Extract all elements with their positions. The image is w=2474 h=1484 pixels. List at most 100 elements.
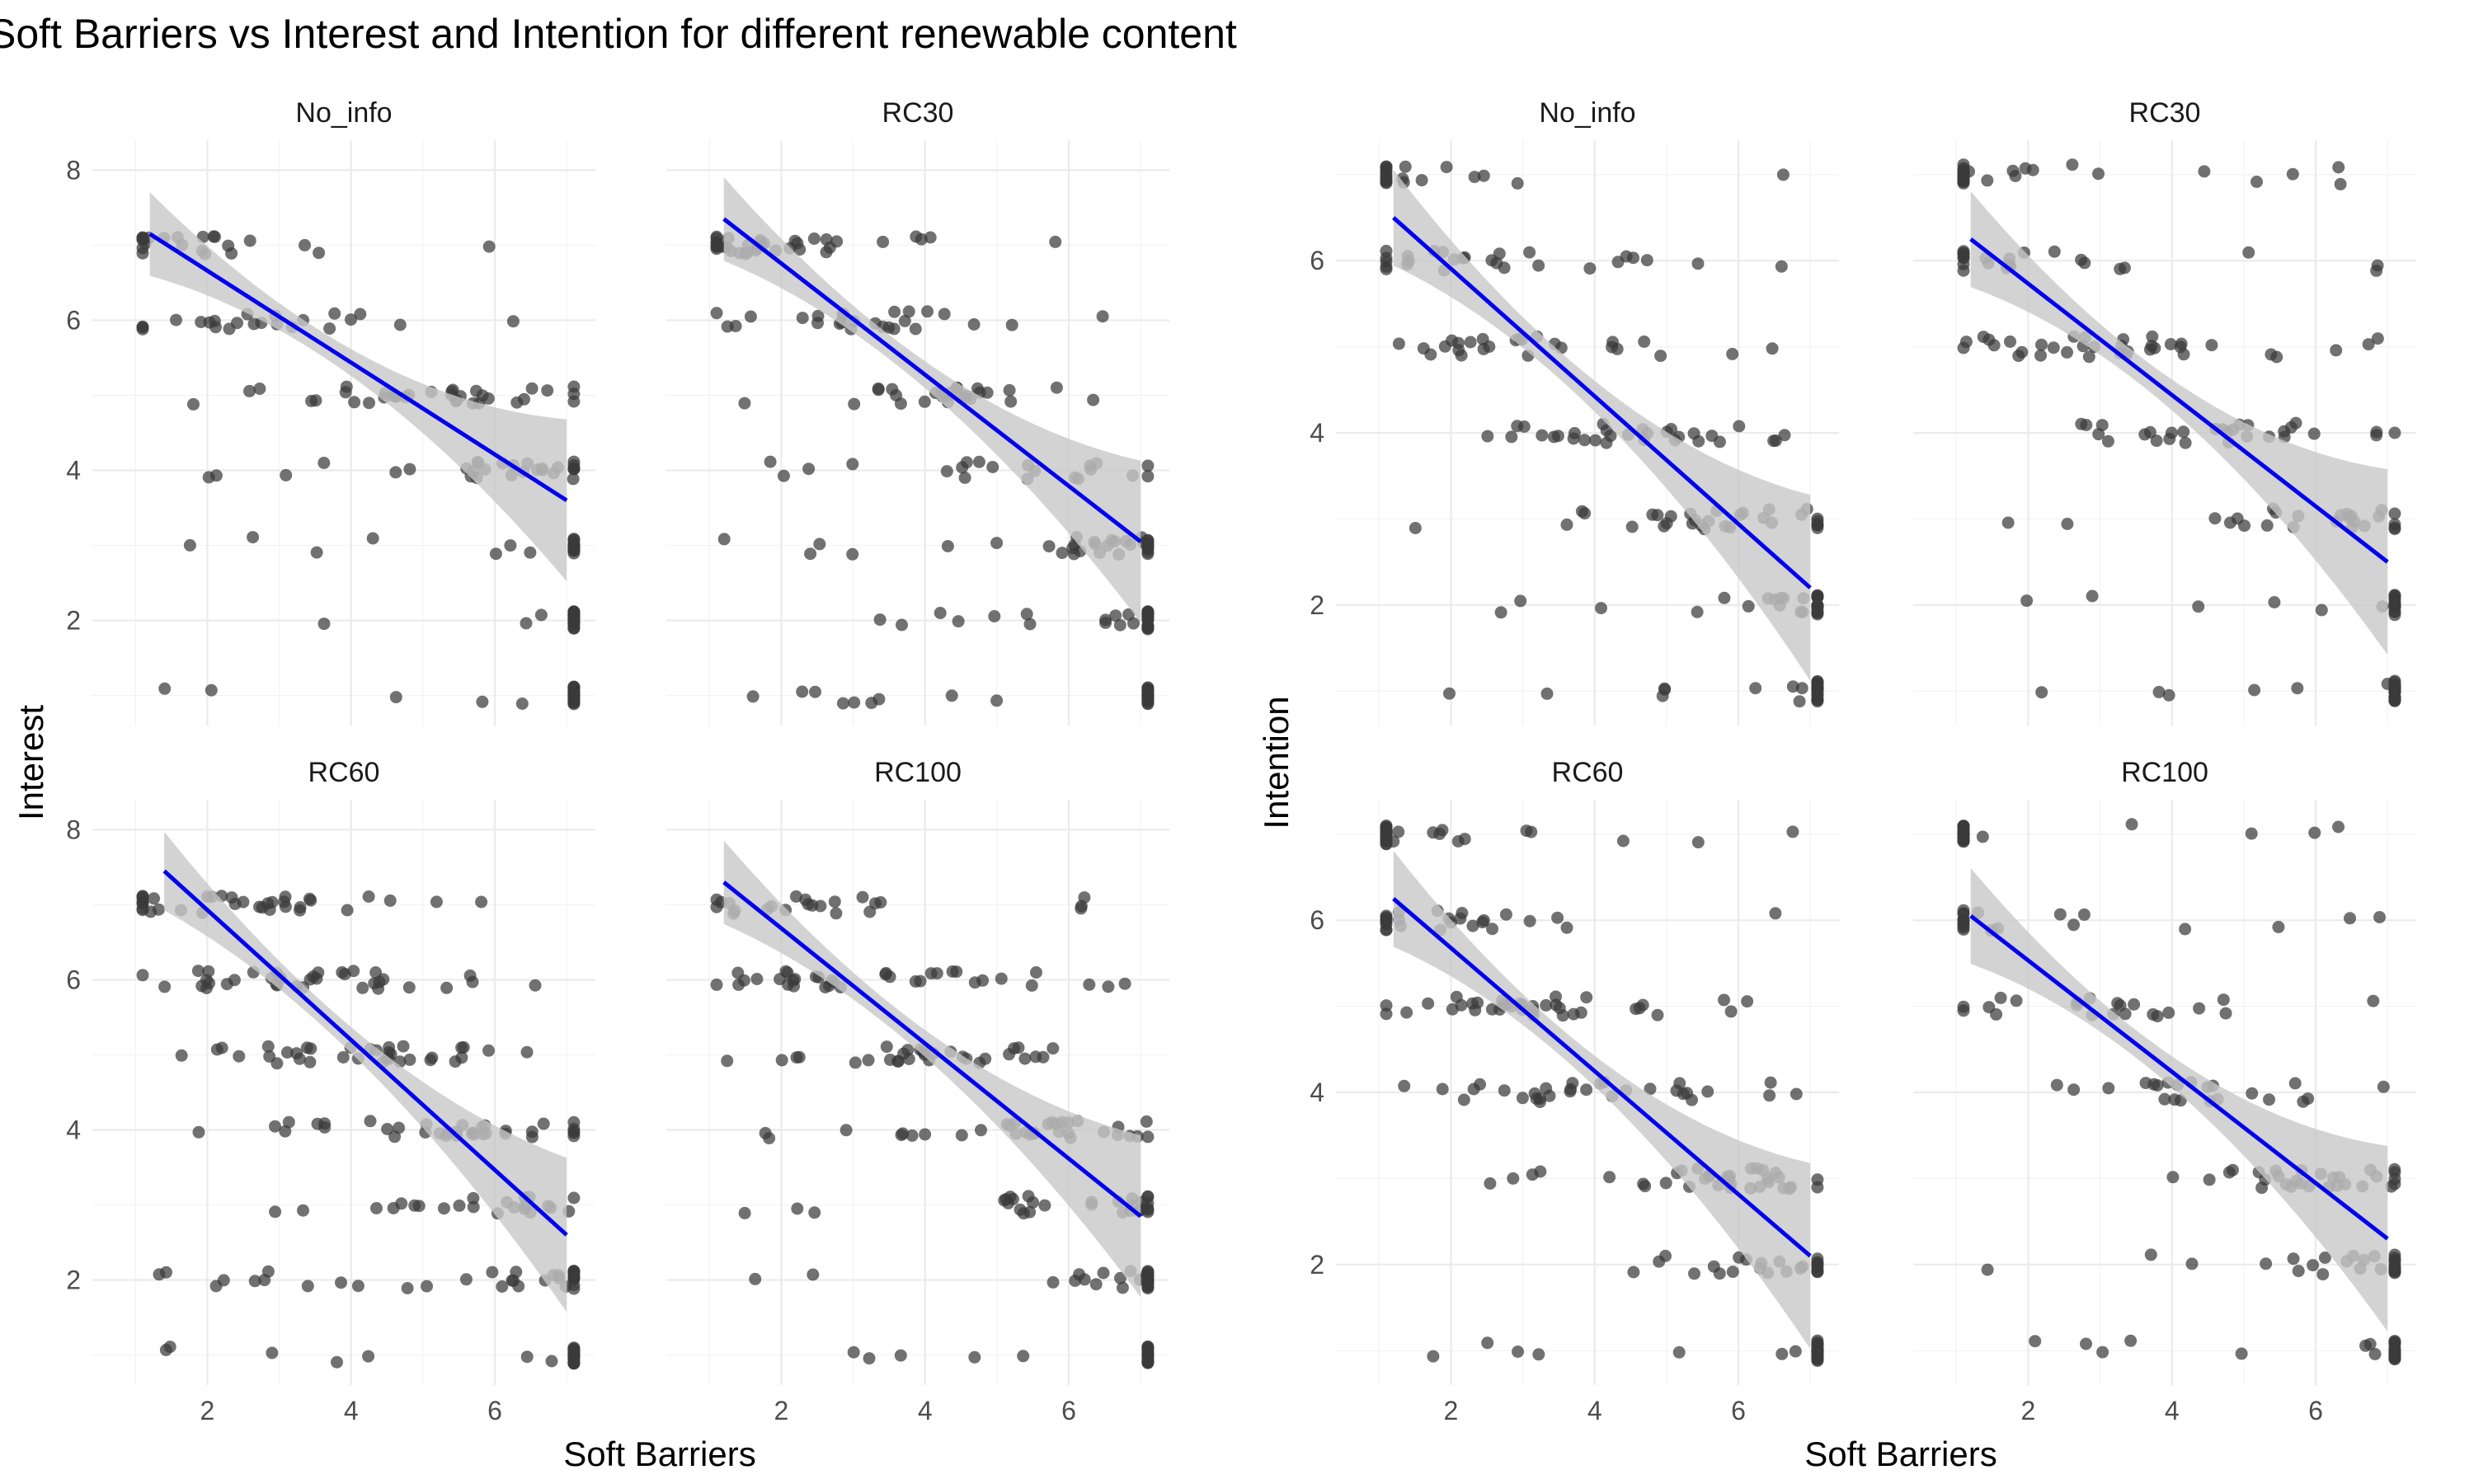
- data-point: [136, 231, 149, 244]
- data-point: [1127, 617, 1140, 630]
- data-point: [1038, 1199, 1051, 1212]
- data-point: [336, 1051, 350, 1064]
- data-point: [919, 1128, 932, 1141]
- data-point: [2373, 911, 2386, 923]
- data-point: [896, 618, 908, 632]
- data-point: [476, 695, 489, 708]
- data-point: [222, 239, 235, 252]
- data-point: [1481, 1336, 1494, 1350]
- data-point: [1560, 518, 1573, 531]
- y-tick-label: 2: [1310, 1250, 1324, 1280]
- data-point: [524, 546, 537, 559]
- data-point: [1004, 395, 1018, 408]
- data-point: [2307, 427, 2321, 440]
- data-point: [1466, 919, 1479, 932]
- data-point: [1494, 606, 1507, 619]
- data-point: [525, 1130, 539, 1144]
- data-point: [749, 1272, 762, 1285]
- data-point: [2318, 1252, 2331, 1264]
- data-point: [934, 607, 947, 619]
- data-point: [1534, 1165, 1547, 1178]
- data-point: [2050, 1078, 2063, 1092]
- x-tick-label: 6: [1731, 1396, 1746, 1425]
- data-point: [1484, 1177, 1497, 1190]
- data-point: [1468, 171, 1481, 184]
- data-point: [1380, 999, 1393, 1012]
- data-point: [202, 965, 215, 978]
- data-point: [732, 979, 745, 991]
- data-point: [2248, 683, 2261, 697]
- data-point: [1020, 608, 1033, 621]
- data-point: [233, 1050, 246, 1063]
- data-point: [545, 1355, 558, 1368]
- data-point: [2144, 1248, 2157, 1261]
- data-point: [2075, 417, 2088, 430]
- data-point: [280, 468, 293, 481]
- y-tick-label: 4: [1310, 418, 1324, 448]
- data-point: [986, 461, 999, 473]
- data-point: [1499, 908, 1512, 921]
- data-point: [1517, 420, 1531, 433]
- data-point: [567, 612, 581, 625]
- data-point: [2119, 1007, 2132, 1021]
- data-point: [744, 310, 757, 323]
- data-point: [1141, 1355, 1155, 1368]
- data-point: [1567, 1007, 1580, 1021]
- data-point: [2004, 335, 2016, 348]
- data-point: [187, 397, 200, 411]
- facet-label: No_info: [1539, 97, 1635, 129]
- data-point: [263, 1050, 276, 1063]
- data-point: [1672, 1345, 1686, 1359]
- data-point: [1981, 174, 1994, 187]
- data-point: [2185, 1257, 2199, 1270]
- data-point: [1392, 337, 1405, 350]
- data-point: [248, 1275, 261, 1288]
- data-point: [2316, 1268, 2330, 1281]
- data-point: [496, 1280, 509, 1293]
- data-point: [1766, 342, 1779, 355]
- x-tick-label: 2: [2021, 1396, 2036, 1425]
- data-point: [1976, 830, 1989, 843]
- data-point: [1688, 1267, 1700, 1280]
- data-point: [303, 1055, 317, 1068]
- data-point: [896, 1127, 910, 1140]
- data-point: [1507, 1172, 1520, 1185]
- data-point: [2388, 1335, 2401, 1348]
- data-point: [393, 318, 407, 331]
- data-point: [1029, 1050, 1042, 1064]
- data-point: [2260, 519, 2274, 532]
- data-point: [898, 314, 911, 327]
- data-point: [2286, 167, 2299, 181]
- data-point: [1523, 914, 1536, 928]
- data-point: [1456, 907, 1469, 919]
- data-point: [370, 1202, 383, 1214]
- data-point: [781, 966, 794, 979]
- y-tick-label: 6: [66, 965, 81, 994]
- data-point: [2307, 1259, 2320, 1272]
- data-point: [475, 895, 488, 909]
- x-axis-label: Soft Barriers: [1804, 1435, 1997, 1473]
- data-point: [2061, 518, 2074, 530]
- data-point: [721, 1054, 734, 1068]
- data-point: [335, 1276, 347, 1289]
- y-tick-label: 4: [1310, 1078, 1324, 1107]
- chart-title: Soft Barriers vs Interest and Intention …: [0, 11, 1237, 57]
- data-point: [1141, 684, 1155, 697]
- data-point: [979, 1052, 992, 1065]
- data-point: [537, 1117, 550, 1130]
- data-point: [210, 1043, 223, 1056]
- confidence-band: [1393, 169, 1811, 681]
- data-point: [525, 382, 539, 395]
- data-point: [354, 308, 367, 321]
- data-point: [2260, 1257, 2273, 1270]
- data-point: [1811, 1334, 1824, 1347]
- data-point: [364, 1115, 377, 1128]
- data-point: [567, 1357, 581, 1369]
- data-point: [746, 690, 760, 703]
- data-point: [1580, 1083, 1593, 1097]
- confidence-band: [723, 176, 1141, 623]
- data-point: [1424, 348, 1437, 361]
- data-point: [811, 309, 825, 322]
- data-point: [567, 1191, 581, 1205]
- data-point: [967, 318, 981, 331]
